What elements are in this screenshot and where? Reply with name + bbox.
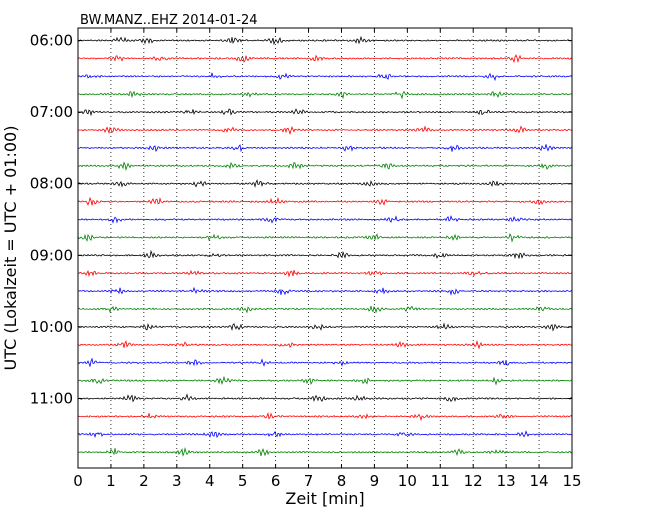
- x-tick-label: 4: [205, 472, 215, 490]
- trace-line-0800: [77, 179, 573, 188]
- y-tick-label: 10:00: [30, 318, 73, 336]
- trace-line-0715: [77, 125, 573, 136]
- x-tick-label: 10: [398, 472, 417, 490]
- trace-line-0915: [77, 269, 573, 278]
- trace-line-0745: [77, 161, 573, 172]
- x-tick-label: 7: [304, 472, 314, 490]
- trace-line-0730: [77, 144, 573, 153]
- chart-title: BW.MANZ..EHZ 2014-01-24: [80, 13, 258, 28]
- trace-line-0900: [77, 249, 573, 260]
- trace-line-0845: [77, 233, 573, 243]
- x-tick-label: 2: [139, 472, 149, 490]
- trace-line-0645: [77, 90, 573, 100]
- trace-line-0630: [77, 72, 573, 82]
- trace-line-1000: [77, 322, 573, 332]
- x-tick-label: 13: [497, 472, 516, 490]
- x-tick-label: 0: [73, 472, 83, 490]
- trace-line-1015: [77, 339, 573, 350]
- x-axis-label: Zeit [min]: [285, 489, 364, 508]
- y-tick-label: 09:00: [30, 246, 73, 264]
- trace-layer: [77, 35, 573, 457]
- x-tick-label: 8: [337, 472, 347, 490]
- grid-layer: [110, 28, 540, 468]
- trace-line-1100: [77, 393, 573, 403]
- trace-line-1145: [77, 446, 573, 457]
- trace-line-1130: [77, 430, 573, 439]
- x-tick-label: 11: [431, 472, 450, 490]
- trace-line-0945: [77, 305, 573, 314]
- trace-line-1045: [77, 375, 573, 386]
- trace-line-0700: [77, 108, 573, 117]
- trace-line-0815: [77, 196, 573, 206]
- x-tick-label: 9: [370, 472, 380, 490]
- x-tick-label: 6: [271, 472, 281, 490]
- trace-line-0615: [77, 54, 573, 64]
- trace-line-1030: [77, 357, 573, 367]
- x-tick-label: 14: [530, 472, 549, 490]
- y-tick-label: 08:00: [30, 175, 73, 193]
- x-tick-label: 12: [464, 472, 483, 490]
- y-tick-label: 11:00: [30, 390, 73, 408]
- trace-line-1115: [77, 412, 573, 422]
- y-tick-label: 06:00: [30, 32, 73, 50]
- x-tick-label: 15: [562, 472, 581, 490]
- tick-layer: 0 1 2 3 4 5 6 7 8 9 10 11 12 13 14 1506:0007:0008:0009:…: [30, 28, 582, 490]
- plot-frame: [77, 27, 573, 469]
- trace-line-0930: [77, 286, 573, 296]
- x-tick-label: 3: [172, 472, 182, 490]
- x-tick-label: 5: [238, 472, 248, 490]
- y-axis-label: UTC (Lokalzeit = UTC + 01:00): [1, 126, 20, 371]
- y-tick-label: 07:00: [30, 103, 73, 121]
- x-tick-label: 1: [106, 472, 116, 490]
- trace-line-0600: [77, 35, 573, 46]
- trace-line-0830: [77, 214, 573, 224]
